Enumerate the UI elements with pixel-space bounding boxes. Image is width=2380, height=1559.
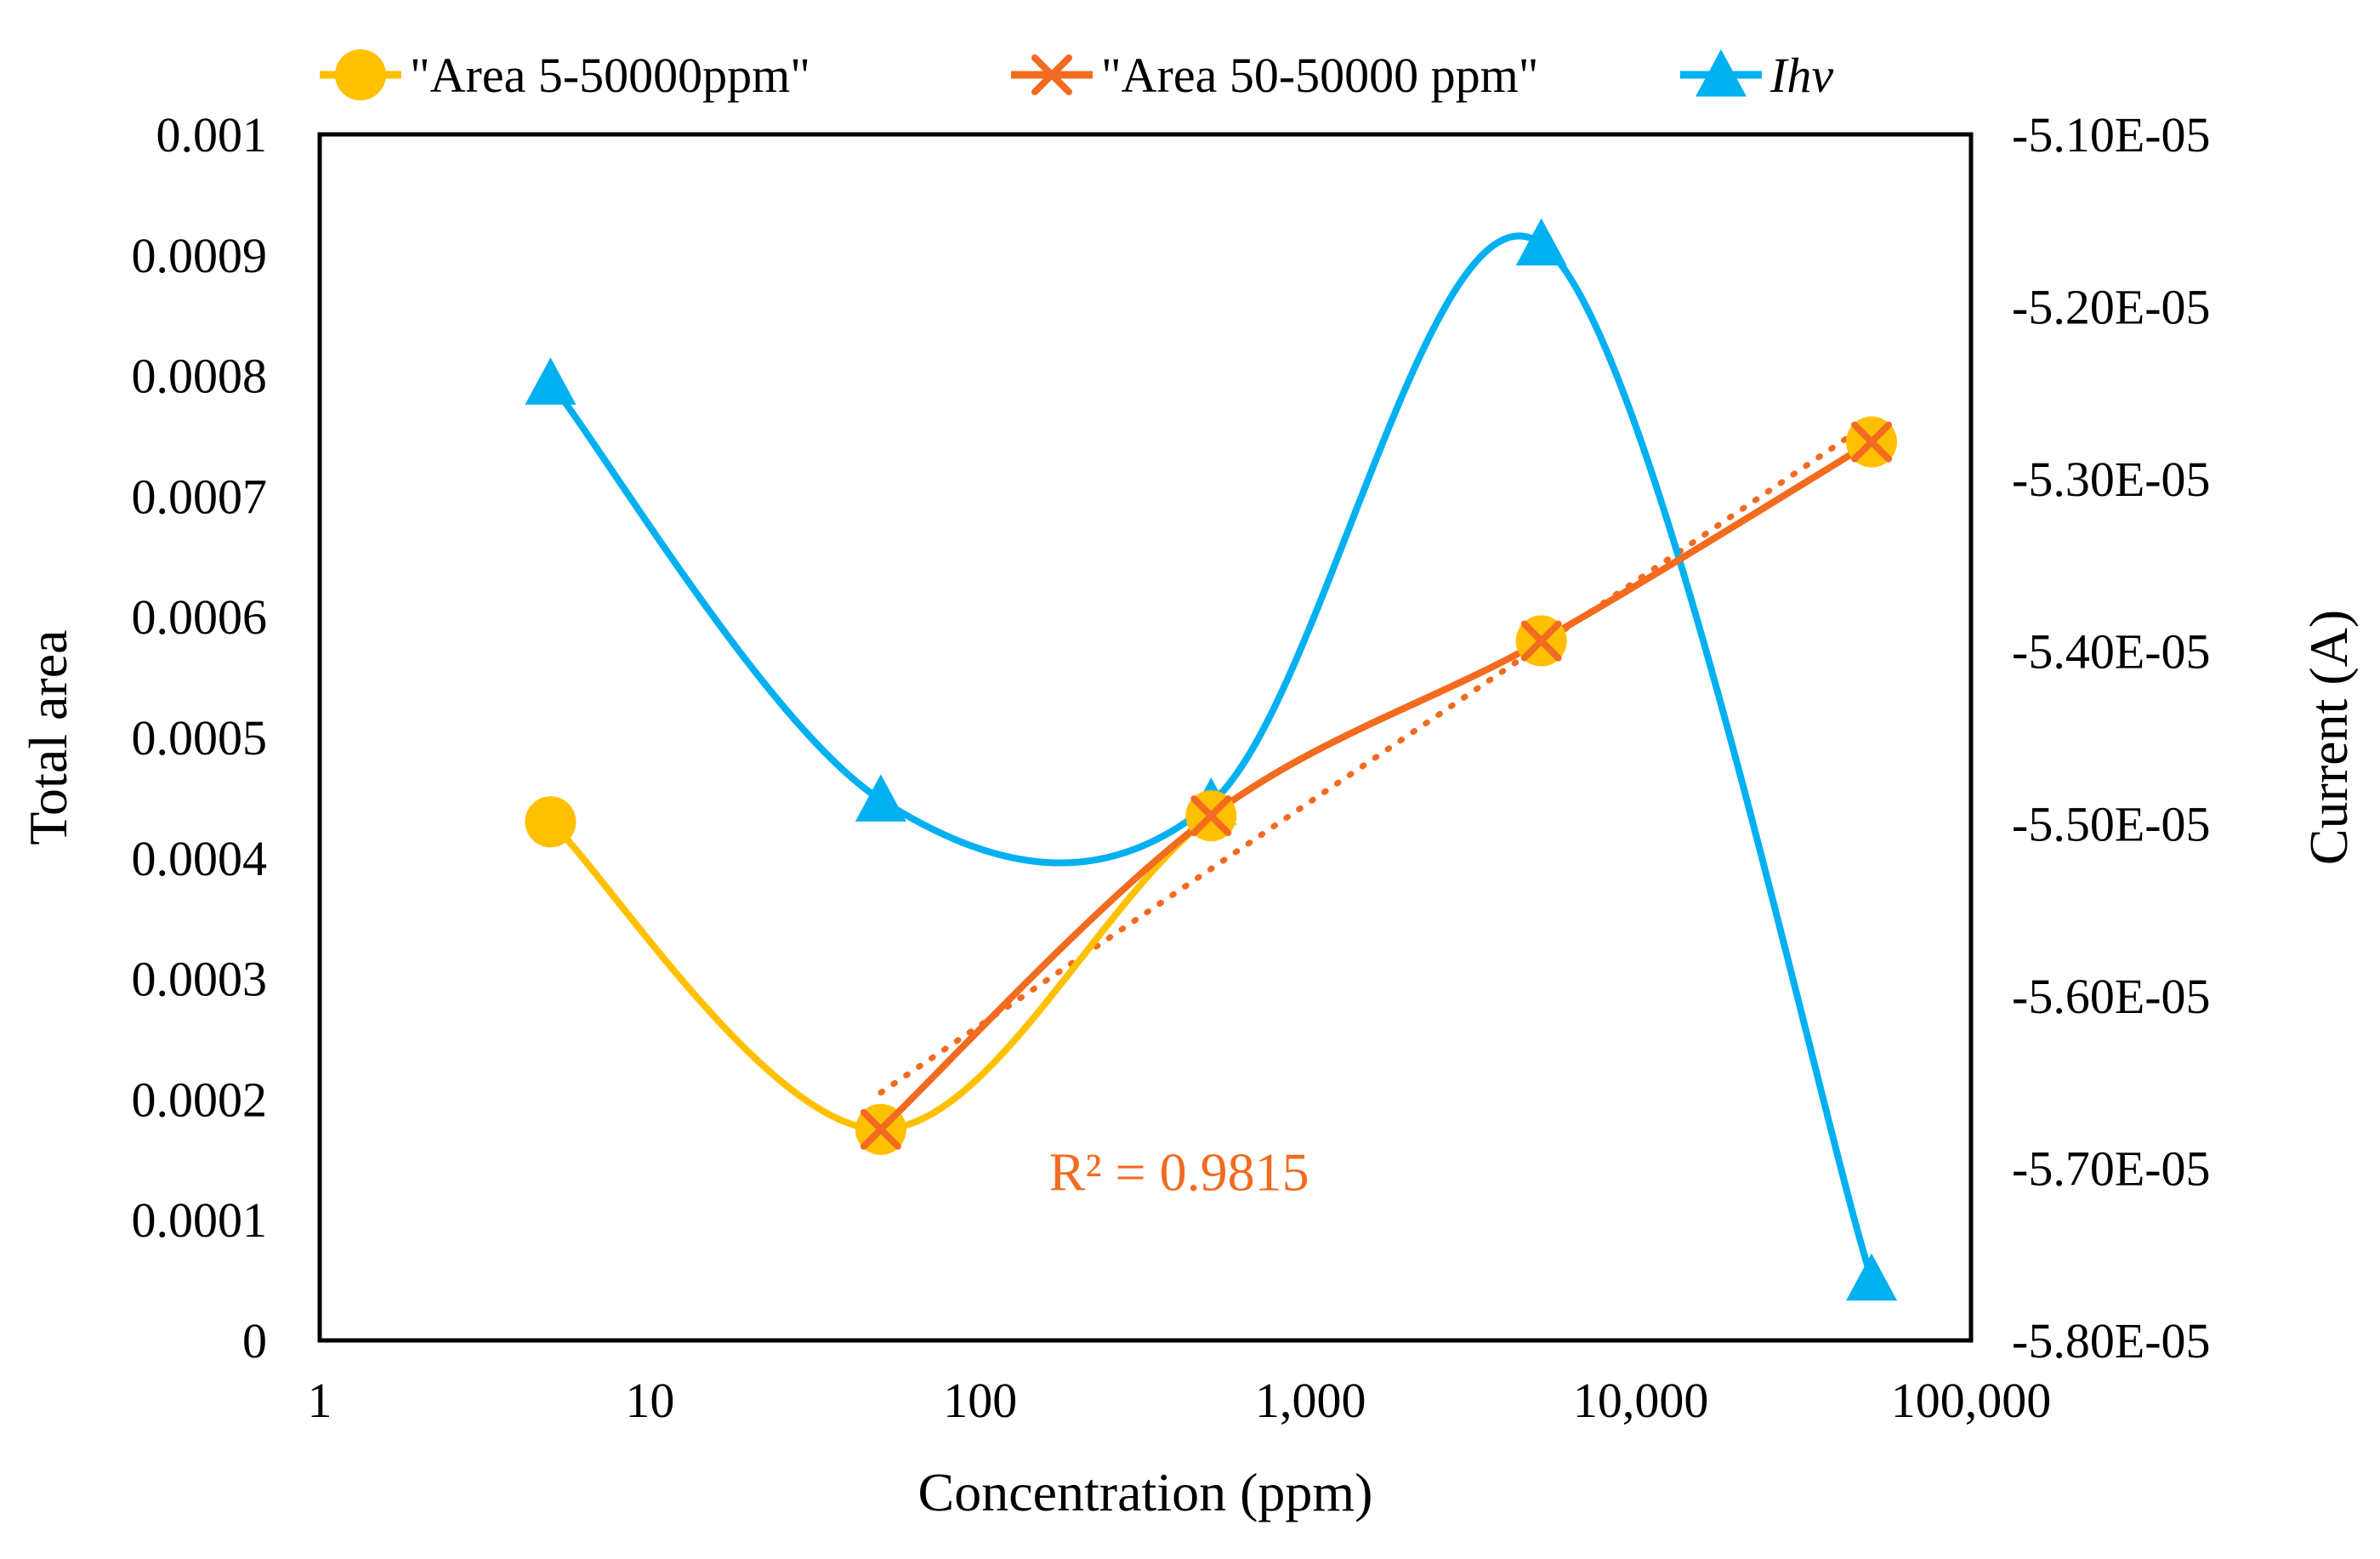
- y2-tick-label: -5.30E-05: [2012, 452, 2211, 507]
- marker-layer: [525, 218, 1898, 1301]
- series-line: [877, 438, 1876, 1133]
- legend-marker: [1031, 54, 1072, 95]
- data-point: [1515, 218, 1567, 266]
- y2-axis-title: Current (A): [2298, 610, 2359, 865]
- legend-marker: [335, 49, 386, 100]
- series-layer: [547, 232, 1876, 1283]
- data-point: [525, 796, 577, 848]
- data-point-stroke: [1851, 421, 1893, 463]
- x-axis-title: Concentration (ppm): [918, 1462, 1373, 1522]
- data-point: [1520, 620, 1562, 662]
- data-point: [855, 774, 906, 822]
- y2-tick-label: -5.70E-05: [2012, 1141, 2211, 1196]
- y-tick-label: 0.0007: [132, 469, 268, 524]
- y2-tick-label: -5.80E-05: [2012, 1313, 2211, 1368]
- y-tick-label: 0.0005: [132, 710, 268, 765]
- x-tick-label: 10,000: [1573, 1373, 1709, 1428]
- y-tick-label: 0.001: [156, 107, 268, 162]
- data-point: [525, 357, 577, 405]
- y-tick-label: 0.0003: [132, 952, 268, 1007]
- tick-label-layer: 0 0.0001 0.0002 0.0003 0.0004 0.0005 0.0006 0.0…: [132, 107, 2211, 1428]
- y-tick-label: 0.0001: [132, 1192, 268, 1248]
- legend-marker-stroke: [1031, 54, 1072, 95]
- r-squared-label: R² = 0.9815: [1049, 1141, 1309, 1202]
- x-tick-label: 1,000: [1255, 1373, 1366, 1428]
- legend-item: "Area 50-50000 ppm": [1011, 48, 1538, 103]
- y-tick-label: 0.0006: [132, 589, 268, 645]
- legend-marker: [1696, 49, 1747, 97]
- annotation-layer: R² = 0.9815: [1049, 1141, 1309, 1202]
- legend-label: "Area 5-50000ppm": [410, 48, 810, 103]
- data-point: [860, 1108, 901, 1150]
- y2-tick-label: -5.40E-05: [2012, 624, 2211, 680]
- data-point-stroke: [1520, 620, 1562, 662]
- y-tick-label: 0: [242, 1313, 267, 1368]
- legend-item: Ihv: [1680, 48, 1833, 103]
- data-point: [1851, 421, 1893, 463]
- legend-label: Ihv: [1769, 48, 1833, 103]
- y-tick-label: 0.0008: [132, 349, 268, 404]
- y2-tick-label: -5.10E-05: [2012, 107, 2211, 162]
- legend-label: "Area 50-50000 ppm": [1101, 48, 1538, 103]
- y-tick-label: 0.0002: [132, 1072, 268, 1127]
- trendline: [878, 418, 1875, 1096]
- y2-tick-label: -5.20E-05: [2012, 280, 2211, 335]
- y2-tick-label: -5.50E-05: [2012, 796, 2211, 851]
- x-tick-label: 1: [308, 1373, 332, 1428]
- data-point-stroke: [860, 1108, 901, 1150]
- legend: "Area 5-50000ppm" "Area 50-50000 ppm" Ihv: [320, 48, 1833, 103]
- y-tick-label: 0.0004: [132, 831, 268, 886]
- axis-title-layer: Concentration (ppm) Total area Current (A): [18, 610, 2359, 1522]
- x-tick-label: 10: [625, 1373, 674, 1428]
- y2-tick-label: -5.60E-05: [2012, 969, 2211, 1024]
- legend-item: "Area 5-50000ppm": [320, 48, 810, 103]
- data-point-stroke: [1190, 795, 1232, 837]
- plot-frame: [317, 132, 1974, 1343]
- y-tick-label: 0.0009: [132, 228, 268, 283]
- data-point: [1190, 795, 1232, 837]
- x-tick-label: 100,000: [1891, 1373, 2052, 1428]
- series-line: [547, 232, 1876, 1283]
- x-tick-label: 100: [943, 1373, 1017, 1428]
- y-axis-title: Total area: [18, 629, 78, 845]
- data-point: [1846, 1253, 1898, 1301]
